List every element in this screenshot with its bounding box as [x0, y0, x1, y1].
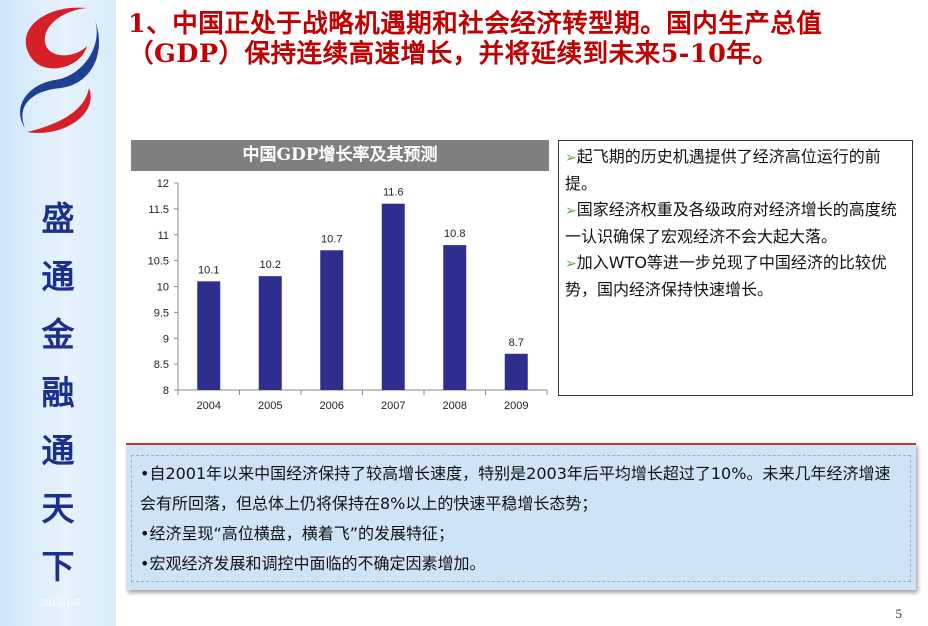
summary-list: •自2001年以来中国经济保持了较高增长速度，特别是2003年后平均增长超过了1… [131, 455, 911, 582]
y-tick-label: 9.5 [154, 307, 169, 319]
y-tick-label: 10.5 [148, 256, 169, 268]
right-point: ➢起飞期的历史机遇提供了经济高位运行的前提。 [565, 144, 906, 197]
slogan-char: 通 [41, 431, 75, 470]
summary-point-text: 宏观经济发展和调控中面临的不确定因素增加。 [149, 554, 486, 573]
summary-point-text: 经济呈现“高位横盘，横着飞”的发展特征； [149, 524, 455, 543]
data-label: 10.2 [260, 259, 281, 271]
y-tick-label: 8 [163, 385, 169, 397]
arrow-bullet-icon: ➢ [565, 256, 577, 272]
y-tick-label: 11 [158, 230, 169, 242]
arrow-bullet-icon: ➢ [565, 150, 577, 166]
x-tick-label: 2006 [320, 400, 344, 412]
x-tick-label: 2005 [258, 400, 282, 412]
bar [504, 353, 528, 390]
bar [320, 250, 344, 390]
slogan-char: 融 [41, 373, 75, 412]
right-point-text: 起飞期的历史机遇提供了经济高位运行的前提。 [565, 147, 881, 193]
x-tick-label: 2007 [381, 400, 405, 412]
bullet-dot: • [140, 554, 150, 573]
slogan-char: 下 [41, 547, 75, 586]
sidebar-slogan: 盛 通 金 融 通 天 下 [0, 190, 116, 596]
right-point-text: 加入WTO等进一步兑现了中国经济的比较优势，国内经济保持快速增长。 [565, 253, 887, 299]
right-point-text: 国家经济权重及各级政府对经济增长的高度统一认识确保了宏观经济不会大起大落。 [565, 200, 897, 246]
bar [197, 281, 221, 390]
slogan-char: 金 [41, 315, 75, 354]
bar [258, 276, 282, 390]
slogan-char: 天 [41, 489, 75, 528]
summary-point: •经济呈现“高位横盘，横着飞”的发展特征； [140, 519, 902, 549]
right-text-box: ➢起飞期的历史机遇提供了经济高位运行的前提。 ➢国家经济权重及各级政府对经济增长… [558, 140, 913, 396]
page-number: 5 [895, 606, 903, 621]
company-logo-icon [20, 7, 100, 133]
summary-point: •宏观经济发展和调控中面临的不确定因素增加。 [140, 549, 902, 579]
x-tick-label: 2004 [197, 400, 221, 412]
data-label: 10.7 [321, 233, 342, 245]
arrow-bullet-icon: ➢ [565, 203, 577, 219]
data-label: 10.8 [444, 228, 465, 240]
slide-title: 1、中国正处于战略机遇期和社会经济转型期。国内生产总值（GDP）保持连续高速增长… [128, 9, 823, 69]
bar [381, 203, 405, 390]
bar [443, 245, 467, 390]
y-tick-label: 9 [163, 333, 169, 345]
slogan-char: 盛 [41, 199, 75, 238]
slogan-char: 通 [41, 257, 75, 296]
y-tick-label: 8.5 [154, 359, 169, 371]
summary-box: •自2001年以来中国经济保持了较高增长速度，特别是2003年后平均增长超过了1… [126, 443, 916, 590]
slide-date: 2013-1-7 [40, 597, 81, 609]
summary-point: •自2001年以来中国经济保持了较高增长速度，特别是2003年后平均增长超过了1… [140, 459, 902, 519]
data-label: 11.6 [383, 187, 404, 199]
bullet-dot: • [140, 524, 150, 543]
right-point: ➢国家经济权重及各级政府对经济增长的高度统一认识确保了宏观经济不会大起大落。 [565, 197, 906, 250]
data-label: 8.7 [509, 337, 524, 349]
left-sidebar: 盛 通 金 融 通 天 下 2013-1-7 [0, 0, 116, 626]
y-tick-label: 12 [157, 178, 169, 190]
chart-canvas: 8 8.5 9 9.5 10 10.5 11 11.5 12 10.1 2004 10.2 2005 10… [148, 178, 548, 412]
gdp-chart: 中国GDP增长率及其预测 8 8.5 9 9.5 10 10.5 11 11.5 12 10.1 2… [131, 140, 549, 422]
data-label: 10.1 [198, 264, 219, 276]
right-point: ➢加入WTO等进一步兑现了中国经济的比较优势，国内经济保持快速增长。 [565, 250, 906, 303]
bullet-dot: • [140, 464, 150, 483]
y-tick-label: 11.5 [148, 204, 169, 216]
summary-point-text: 自2001年以来中国经济保持了较高增长速度，特别是2003年后平均增长超过了10… [140, 464, 891, 513]
y-tick-label: 10 [157, 282, 169, 294]
x-tick-label: 2009 [504, 400, 528, 412]
chart-title: 中国GDP增长率及其预测 [131, 140, 549, 171]
x-tick-label: 2008 [443, 400, 467, 412]
